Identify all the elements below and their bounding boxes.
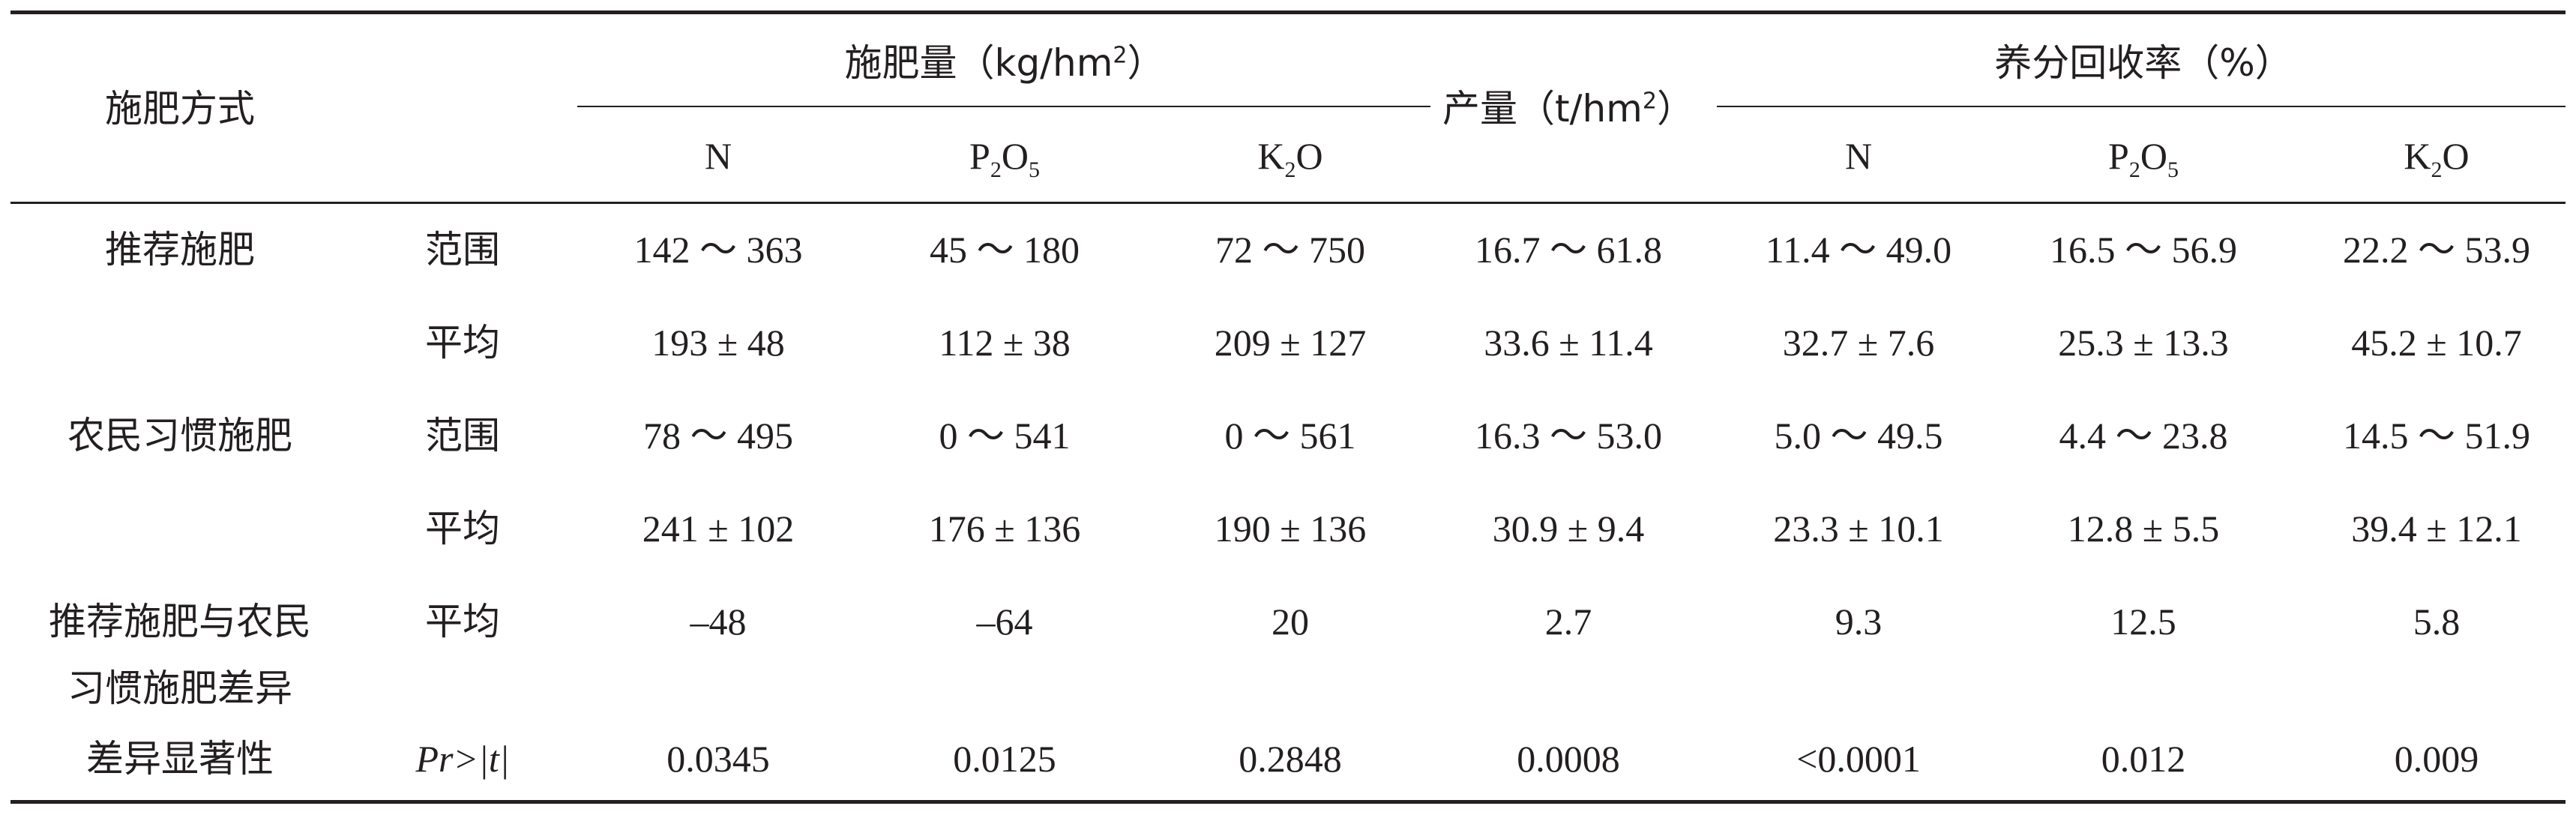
header-yield: 产量（t/hm2） [1442,87,1694,130]
row-1-method: 推荐施肥 [105,228,255,271]
top-rule [10,10,2566,14]
row-3-recovery-p2o5: 4.4 ～ 23.8 [2059,415,2228,457]
row-4-yield: 30.9 ± 9.4 [1492,508,1645,550]
row-4-p2o5: 176 ± 136 [928,508,1081,550]
row-1-recovery-k2o: 22.2 ～ 53.9 [2343,229,2530,271]
row-3-recovery-k2o: 14.5 ～ 51.9 [2343,415,2530,457]
header-recovery-p2o5: P2O5 [2108,135,2179,182]
row-4-recovery-p2o5: 12.8 ± 5.5 [2067,508,2220,550]
row-1-yield: 16.7 ～ 61.8 [1475,229,1662,271]
row-4-recovery-n: 23.3 ± 10.1 [1773,508,1944,550]
row-5-recovery-p2o5: 12.5 [2110,601,2176,643]
row-2-p2o5: 112 ± 38 [939,322,1071,364]
header-n: N [704,135,732,177]
row-6-recovery-k2o: 0.009 [2394,738,2479,780]
row-5-p2o5: –64 [976,601,1033,643]
row-6-n: 0.0345 [666,738,770,780]
row-5-recovery-n: 9.3 [1835,601,1883,643]
header-recovery-group: 养分回收率（%） [1994,41,2293,85]
row-4-recovery-k2o: 39.4 ± 12.1 [2351,508,2522,550]
header-recovery-k2o: K2O [2404,135,2470,182]
row-4-n: 241 ± 102 [642,508,795,550]
bottom-rule [10,800,2566,804]
row-1-recovery-p2o5: 16.5 ～ 56.9 [2050,229,2237,271]
row-3-k2o: 0 ～ 561 [1224,415,1356,457]
row-2-n: 193 ± 48 [651,322,785,364]
row-3-recovery-n: 5.0 ～ 49.5 [1774,415,1943,457]
header-k2o: K2O [1257,135,1323,182]
row-1-k2o: 72 ～ 750 [1215,229,1365,271]
row-4-stat: 平均 [425,507,500,550]
row-6-yield: 0.0008 [1517,738,1620,780]
row-3-n: 78 ～ 495 [643,415,793,457]
row-5-yield: 2.7 [1544,601,1592,643]
row-2-stat: 平均 [425,321,500,364]
row-5-method-line2: 习惯施肥差异 [67,667,292,710]
row-1-p2o5: 45 ～ 180 [930,229,1080,271]
row-1-recovery-n: 11.4 ～ 49.0 [1765,229,1952,271]
row-1-stat: 范围 [425,228,500,271]
row-3-stat: 范围 [425,414,500,457]
recovery-group-rule [1717,106,2566,107]
row-3-p2o5: 0 ～ 541 [939,415,1071,457]
row-2-k2o: 209 ± 127 [1214,322,1367,364]
row-6-p2o5: 0.0125 [953,738,1056,780]
row-5-stat: 平均 [425,600,500,643]
row-6-k2o: 0.2848 [1239,738,1342,780]
row-6-stat: Pr>|t| [415,738,510,780]
row-5-recovery-k2o: 5.8 [2413,601,2461,643]
header-method: 施肥方式 [105,87,255,130]
header-p2o5: P2O5 [969,135,1040,182]
row-4-k2o: 190 ± 136 [1214,508,1367,550]
row-5-method-line1: 推荐施肥与农民 [49,600,311,643]
row-1-n: 142 ～ 363 [634,229,803,271]
row-2-yield: 33.6 ± 11.4 [1484,322,1653,364]
row-6-method: 差异显著性 [86,737,274,781]
row-2-recovery-p2o5: 25.3 ± 13.3 [2058,322,2229,364]
row-5-n: –48 [690,601,747,643]
row-2-recovery-k2o: 45.2 ± 10.7 [2351,322,2522,364]
row-3-yield: 16.3 ～ 53.0 [1475,415,1662,457]
header-rule [10,202,2566,204]
row-5-k2o: 20 [1272,601,1309,643]
header-fert-group: 施肥量（kg/hm2） [844,41,1165,85]
header-recovery-n: N [1844,135,1873,177]
fert-group-rule [577,106,1430,107]
row-6-recovery-n: <0.0001 [1796,738,1921,780]
row-6-recovery-p2o5: 0.012 [2101,738,2186,780]
row-2-recovery-n: 32.7 ± 7.6 [1782,322,1935,364]
row-3-method: 农民习惯施肥 [67,414,292,457]
